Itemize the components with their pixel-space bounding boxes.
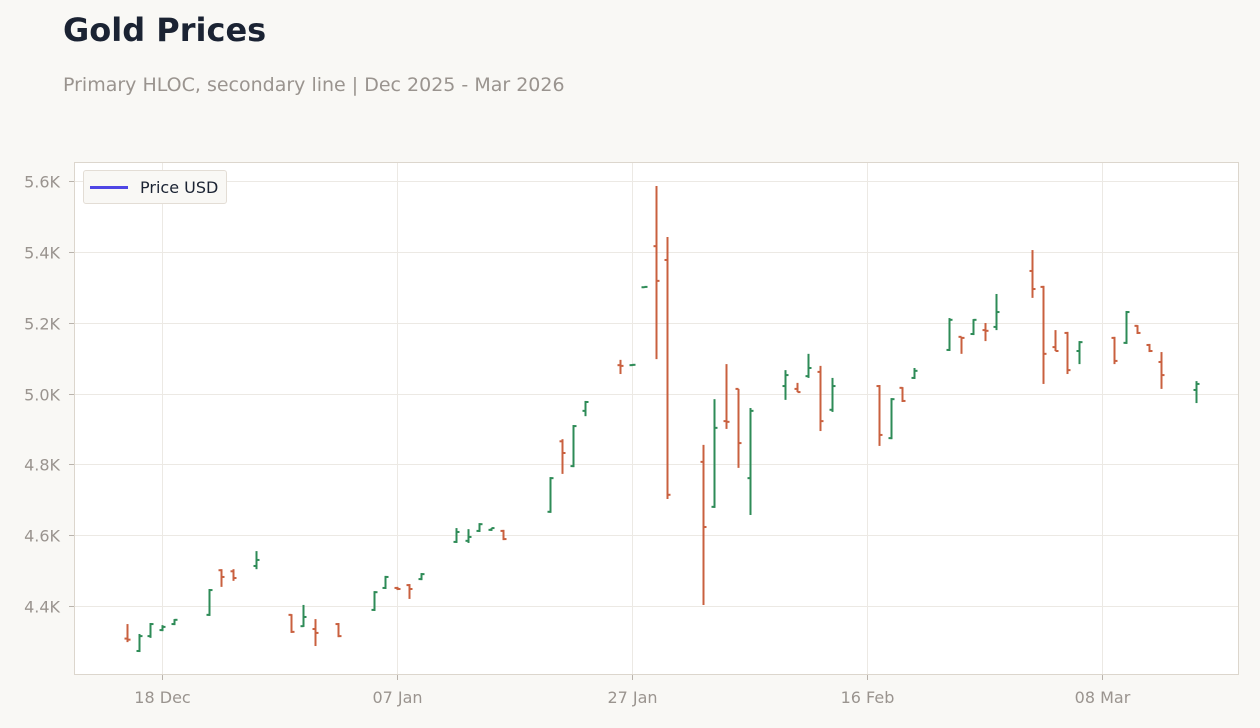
ohlc-bar bbox=[335, 623, 342, 638]
legend-label-price-usd: Price USD bbox=[140, 177, 219, 197]
ohlc-bar bbox=[488, 527, 495, 531]
ohlc-bar bbox=[582, 400, 589, 417]
ohlc-bar bbox=[993, 293, 1000, 331]
y-tick-label: 5.2K bbox=[24, 315, 60, 334]
ohlc-bar bbox=[1193, 381, 1200, 404]
ohlc-bar bbox=[124, 624, 131, 643]
ohlc-bar bbox=[1029, 250, 1036, 298]
ohlc-bar bbox=[711, 399, 718, 508]
ohlc-bar bbox=[136, 633, 143, 653]
x-tick-label: 27 Jan bbox=[607, 688, 657, 707]
ohlc-bar bbox=[1123, 310, 1130, 344]
ohlc-bar bbox=[253, 551, 260, 570]
ohlc-bar bbox=[629, 363, 636, 367]
ohlc-bar bbox=[171, 618, 178, 626]
ohlc-bar bbox=[946, 318, 953, 351]
ohlc-bar bbox=[970, 318, 977, 336]
gridlines bbox=[75, 163, 1238, 674]
x-tick-label: 08 Mar bbox=[1075, 688, 1131, 707]
ohlc-bar bbox=[982, 323, 989, 342]
ohlc-bar bbox=[559, 439, 566, 474]
ohlc-bar bbox=[617, 359, 624, 375]
y-tick-label: 5.6K bbox=[24, 173, 60, 192]
ohlc-bar bbox=[1111, 336, 1118, 365]
ohlc-bar bbox=[958, 335, 965, 354]
ohlc-bar bbox=[159, 625, 166, 632]
ohlc-bar bbox=[312, 619, 319, 647]
ohlc-bar bbox=[1052, 330, 1059, 352]
ohlc-bar bbox=[371, 591, 378, 611]
y-tick-label: 5.0K bbox=[24, 386, 60, 405]
ohlc-bar bbox=[288, 613, 295, 633]
ohlc-bar bbox=[418, 573, 425, 581]
ohlc-bar bbox=[805, 353, 812, 378]
ohlc-bar bbox=[782, 370, 789, 400]
ohlc-bar bbox=[664, 236, 671, 500]
ohlc-bar bbox=[641, 285, 648, 289]
ohlc-bar bbox=[723, 364, 730, 429]
ohlc-bar bbox=[394, 586, 401, 591]
legend-line-swatch bbox=[90, 185, 128, 189]
ohlc-bar bbox=[794, 382, 801, 394]
ohlc-bar bbox=[899, 386, 906, 402]
x-axis: 18 Dec 07 Jan 27 Jan 16 Feb 08 Mar bbox=[134, 675, 1131, 707]
ohlc-bar bbox=[888, 398, 895, 440]
ohlc-bar bbox=[500, 529, 507, 541]
ohlc-bar bbox=[453, 528, 460, 543]
ohlc-bar bbox=[1076, 341, 1083, 365]
ohlc-bar bbox=[911, 368, 918, 379]
ohlc-bar bbox=[653, 185, 660, 360]
ohlc-bar bbox=[1158, 352, 1165, 389]
ohlc-bar bbox=[570, 425, 577, 468]
ohlc-bar bbox=[147, 623, 154, 638]
ohlc-bar bbox=[817, 365, 824, 432]
ohlc-bar bbox=[547, 477, 554, 513]
ohlc-bar bbox=[382, 575, 389, 589]
chart-subtitle: Primary HLOC, secondary line | Dec 2025 … bbox=[63, 74, 565, 96]
ohlc-bar bbox=[1134, 324, 1141, 334]
ohlc-bar bbox=[829, 377, 836, 412]
x-tick-label: 07 Jan bbox=[372, 688, 422, 707]
ohlc-bar bbox=[735, 387, 742, 468]
ohlc-bar bbox=[700, 444, 707, 605]
ohlc-bar bbox=[476, 523, 483, 532]
ohlc-bar bbox=[206, 589, 213, 616]
y-axis: 5.6K 5.4K 5.2K 5.0K 4.8K 4.6K 4.4K bbox=[24, 173, 74, 617]
ohlc-bar bbox=[1040, 285, 1047, 384]
x-tick-label: 16 Feb bbox=[841, 688, 895, 707]
ohlc-bar bbox=[876, 385, 883, 446]
y-tick-label: 5.4K bbox=[24, 244, 60, 263]
ohlc-bar bbox=[1064, 331, 1071, 375]
legend: Price USD bbox=[83, 170, 228, 204]
x-tick-label: 18 Dec bbox=[134, 688, 190, 707]
ohlc-bars bbox=[124, 185, 1200, 653]
y-tick-label: 4.6K bbox=[24, 527, 60, 546]
y-tick-label: 4.8K bbox=[24, 456, 60, 475]
ohlc-bar bbox=[1146, 343, 1153, 353]
y-tick-label: 4.4K bbox=[24, 598, 60, 617]
ohlc-bar bbox=[406, 584, 413, 599]
ohlc-bar bbox=[747, 408, 754, 515]
ohlc-bar bbox=[300, 604, 307, 628]
ohlc-bar bbox=[230, 569, 237, 581]
chart-title: Gold Prices bbox=[63, 11, 267, 49]
ohlc-bar bbox=[218, 569, 225, 587]
ohlc-bar bbox=[465, 529, 472, 543]
